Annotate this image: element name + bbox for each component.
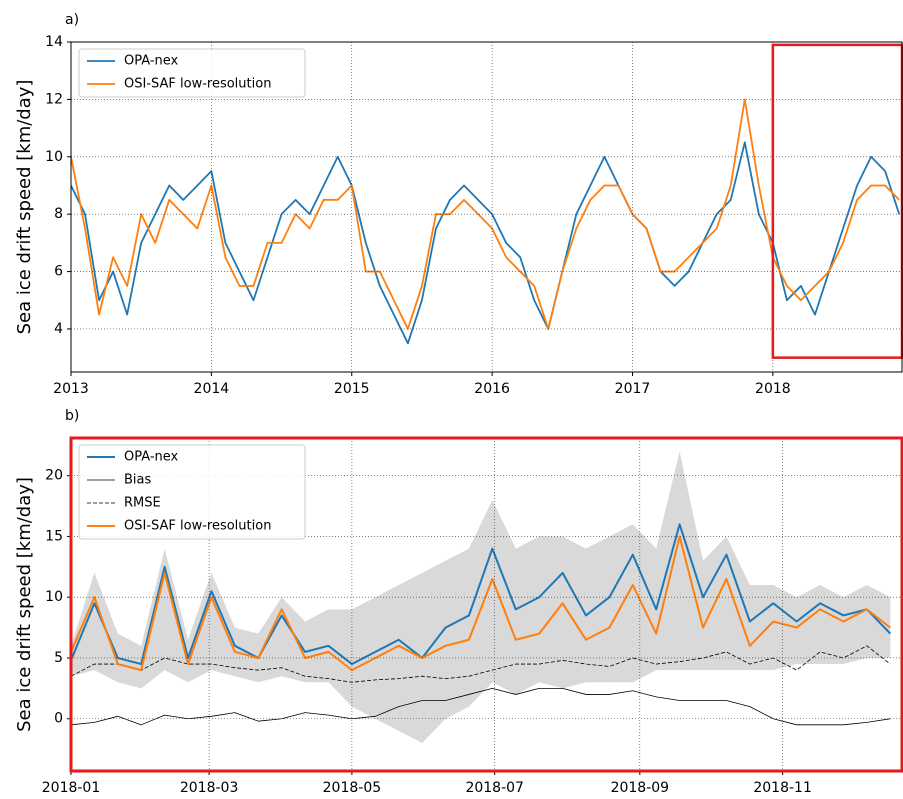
y-tick-label: 5 — [54, 650, 63, 666]
spread-band — [71, 451, 891, 744]
x-tick-label: 2013 — [53, 381, 89, 397]
y-tick-label: 8 — [54, 206, 63, 222]
x-tick-label: 2018-09 — [611, 780, 670, 796]
y-tick-label: 10 — [45, 589, 63, 605]
panel-label: a) — [65, 12, 79, 28]
legend-box — [78, 48, 306, 98]
legend-label: OSI-SAF low-resolution — [124, 77, 271, 92]
x-tick-label: 2018-03 — [180, 780, 239, 796]
highlight-box — [771, 43, 903, 359]
y-tick-label: 14 — [45, 34, 63, 50]
x-tick-label: 2018 — [755, 381, 791, 397]
legend-label: OPA-nex — [124, 54, 179, 69]
legend-label: Bias — [124, 473, 151, 488]
y-tick-label: 4 — [54, 321, 63, 337]
plot-area — [71, 451, 892, 744]
legend-label: OSI-SAF low-resolution — [124, 519, 271, 534]
legend-label: RMSE — [124, 496, 161, 511]
y-axis-label: Sea ice drift speed [km/day] — [14, 477, 35, 732]
series-line — [71, 141, 901, 345]
legend-box — [78, 444, 306, 540]
series-line — [71, 523, 892, 666]
series-line — [71, 687, 891, 726]
series-line — [71, 98, 900, 330]
x-tick-label: 2015 — [334, 381, 370, 397]
x-tick-label: 2018-01 — [42, 780, 101, 796]
y-tick-label: 10 — [45, 149, 63, 165]
x-tick-label: 2018-05 — [323, 780, 382, 796]
plot-area — [71, 98, 901, 345]
x-tick-label: 2017 — [615, 381, 651, 397]
y-tick-label: 12 — [45, 91, 63, 107]
axes-frame — [70, 41, 903, 373]
x-tick-label: 2018-11 — [753, 780, 812, 796]
y-axis-label: Sea ice drift speed [km/day] — [14, 80, 35, 335]
y-tick-label: 0 — [54, 711, 63, 727]
x-tick-label: 2016 — [474, 381, 510, 397]
y-tick-label: 6 — [54, 264, 63, 280]
series-line — [71, 645, 891, 683]
x-tick-label: 2018-07 — [465, 780, 524, 796]
x-tick-label: 2014 — [194, 381, 230, 397]
axes-frame — [69, 436, 903, 773]
y-tick-label: 20 — [45, 468, 63, 484]
legend-label: OPA-nex — [124, 450, 179, 465]
y-tick-label: 15 — [45, 528, 63, 544]
series-line — [71, 535, 891, 672]
panel-label: b) — [65, 408, 79, 424]
